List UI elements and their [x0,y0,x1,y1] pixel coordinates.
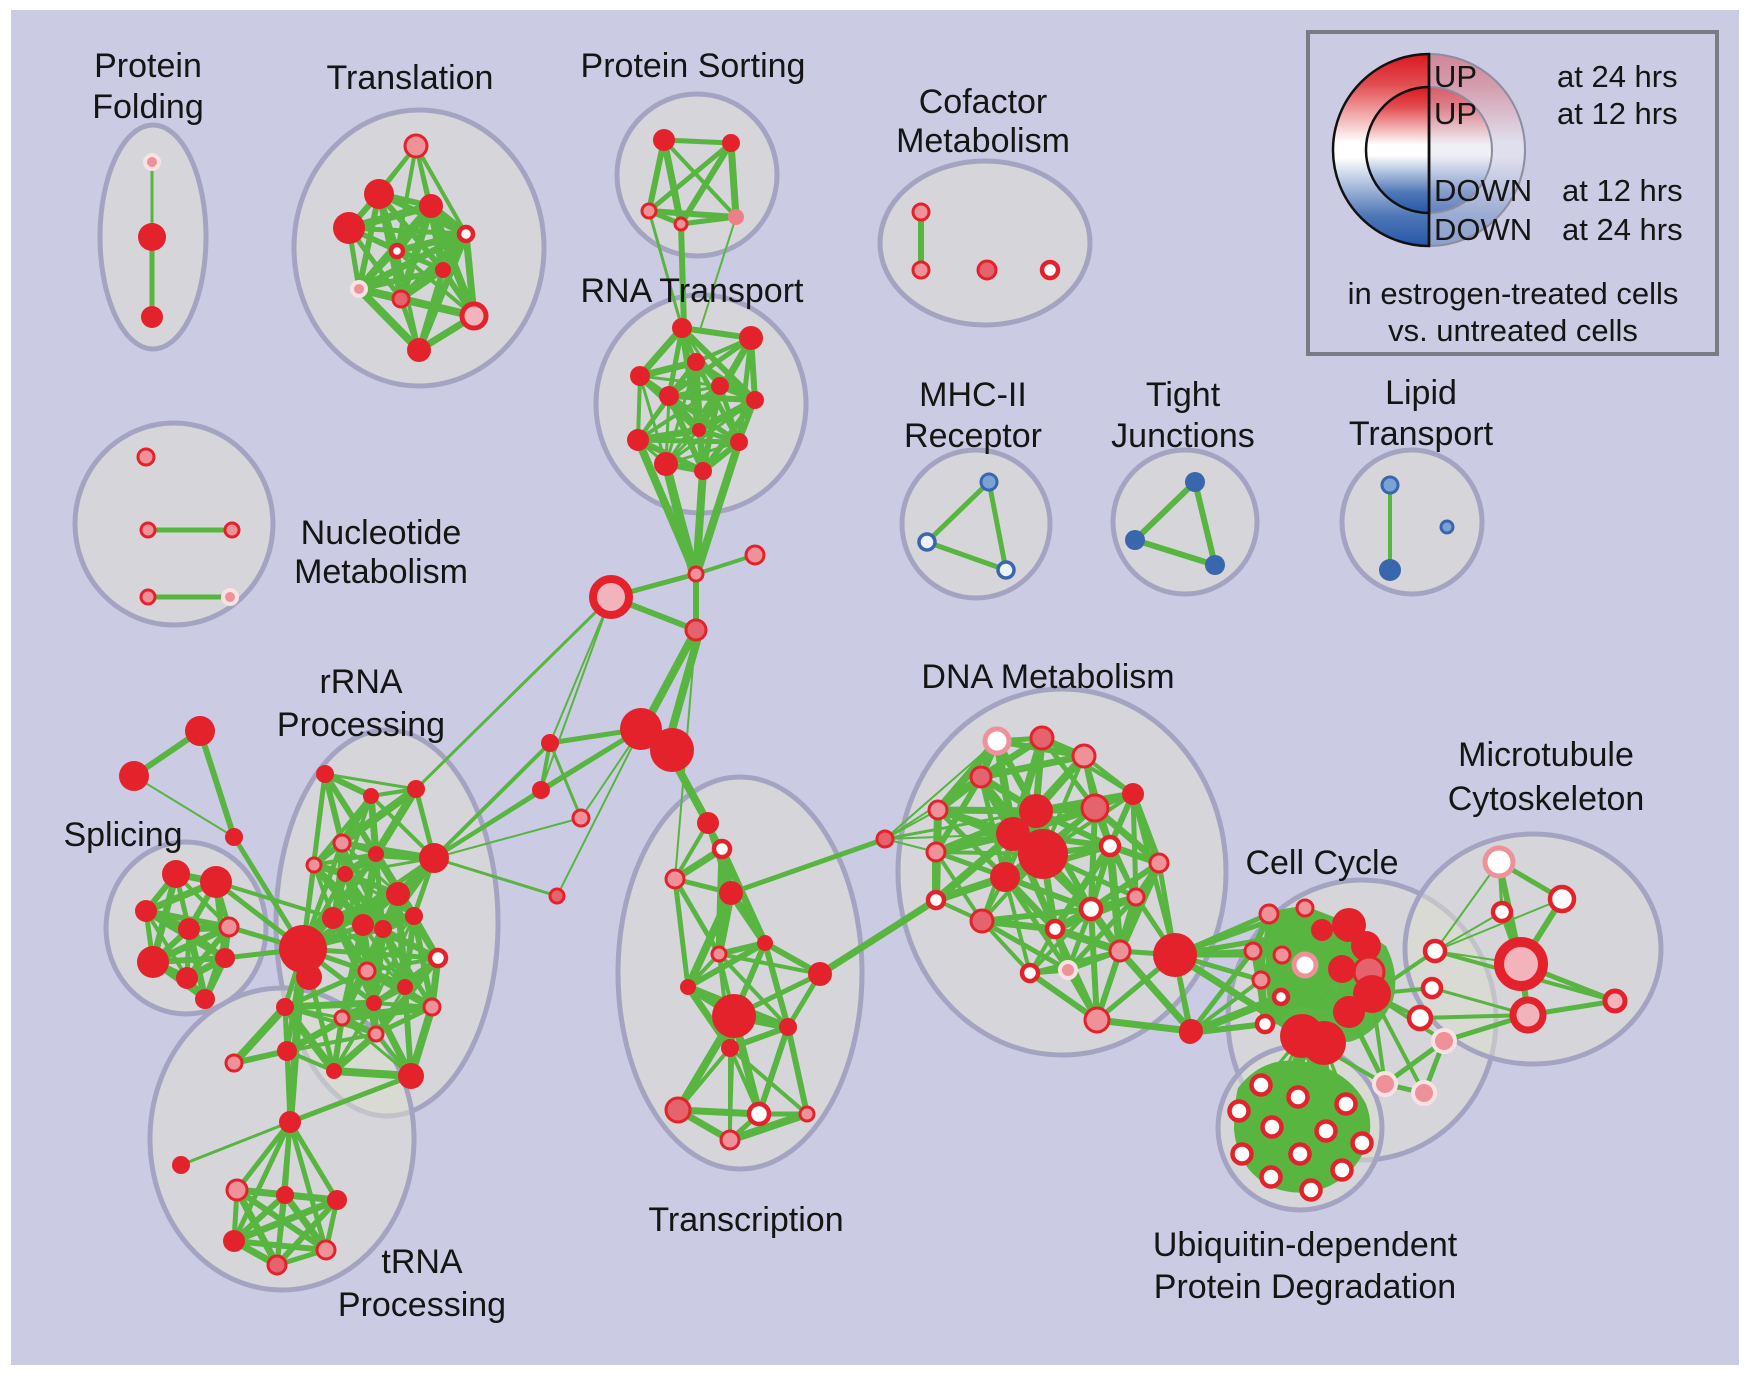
svg-text:Cell Cycle: Cell Cycle [1245,844,1398,882]
svg-text:Microtubule: Microtubule [1458,736,1634,774]
svg-text:at 24 hrs: at 24 hrs [1562,212,1683,247]
svg-text:Cytoskeleton: Cytoskeleton [1448,780,1645,818]
svg-text:Receptor: Receptor [904,417,1042,455]
svg-text:UP: UP [1434,96,1477,131]
svg-text:DOWN: DOWN [1434,173,1532,208]
svg-text:MHC-II: MHC-II [919,376,1027,414]
svg-text:at 12 hrs: at 12 hrs [1562,173,1683,208]
svg-text:Translation: Translation [327,59,494,97]
svg-text:Metabolism: Metabolism [896,122,1070,160]
svg-text:Splicing: Splicing [63,816,182,854]
svg-text:tRNA: tRNA [381,1243,463,1281]
svg-text:RNA Transport: RNA Transport [581,272,805,310]
svg-text:at 12 hrs: at 12 hrs [1557,96,1678,131]
svg-text:vs. untreated cells: vs. untreated cells [1388,313,1638,348]
svg-text:rRNA: rRNA [319,663,402,701]
svg-text:Protein Sorting: Protein Sorting [581,47,806,85]
svg-text:Protein: Protein [94,47,202,85]
svg-text:Transcription: Transcription [648,1201,843,1239]
svg-text:DOWN: DOWN [1434,212,1532,247]
svg-text:Lipid: Lipid [1385,374,1457,412]
svg-text:Processing: Processing [338,1286,506,1324]
svg-text:Protein Degradation: Protein Degradation [1154,1268,1456,1306]
svg-text:Folding: Folding [92,88,204,126]
svg-text:DNA Metabolism: DNA Metabolism [921,658,1174,696]
svg-text:Processing: Processing [277,706,445,744]
svg-text:Nucleotide: Nucleotide [301,514,462,552]
svg-text:Cofactor: Cofactor [919,83,1048,121]
svg-text:Tight: Tight [1146,376,1221,414]
svg-text:Transport: Transport [1349,415,1494,453]
svg-text:Metabolism: Metabolism [294,553,468,591]
svg-text:UP: UP [1434,59,1477,94]
svg-text:Junctions: Junctions [1111,417,1255,455]
svg-text:Ubiquitin-dependent: Ubiquitin-dependent [1153,1226,1458,1264]
svg-text:in estrogen-treated cells: in estrogen-treated cells [1348,276,1679,311]
svg-text:at 24 hrs: at 24 hrs [1557,59,1678,94]
